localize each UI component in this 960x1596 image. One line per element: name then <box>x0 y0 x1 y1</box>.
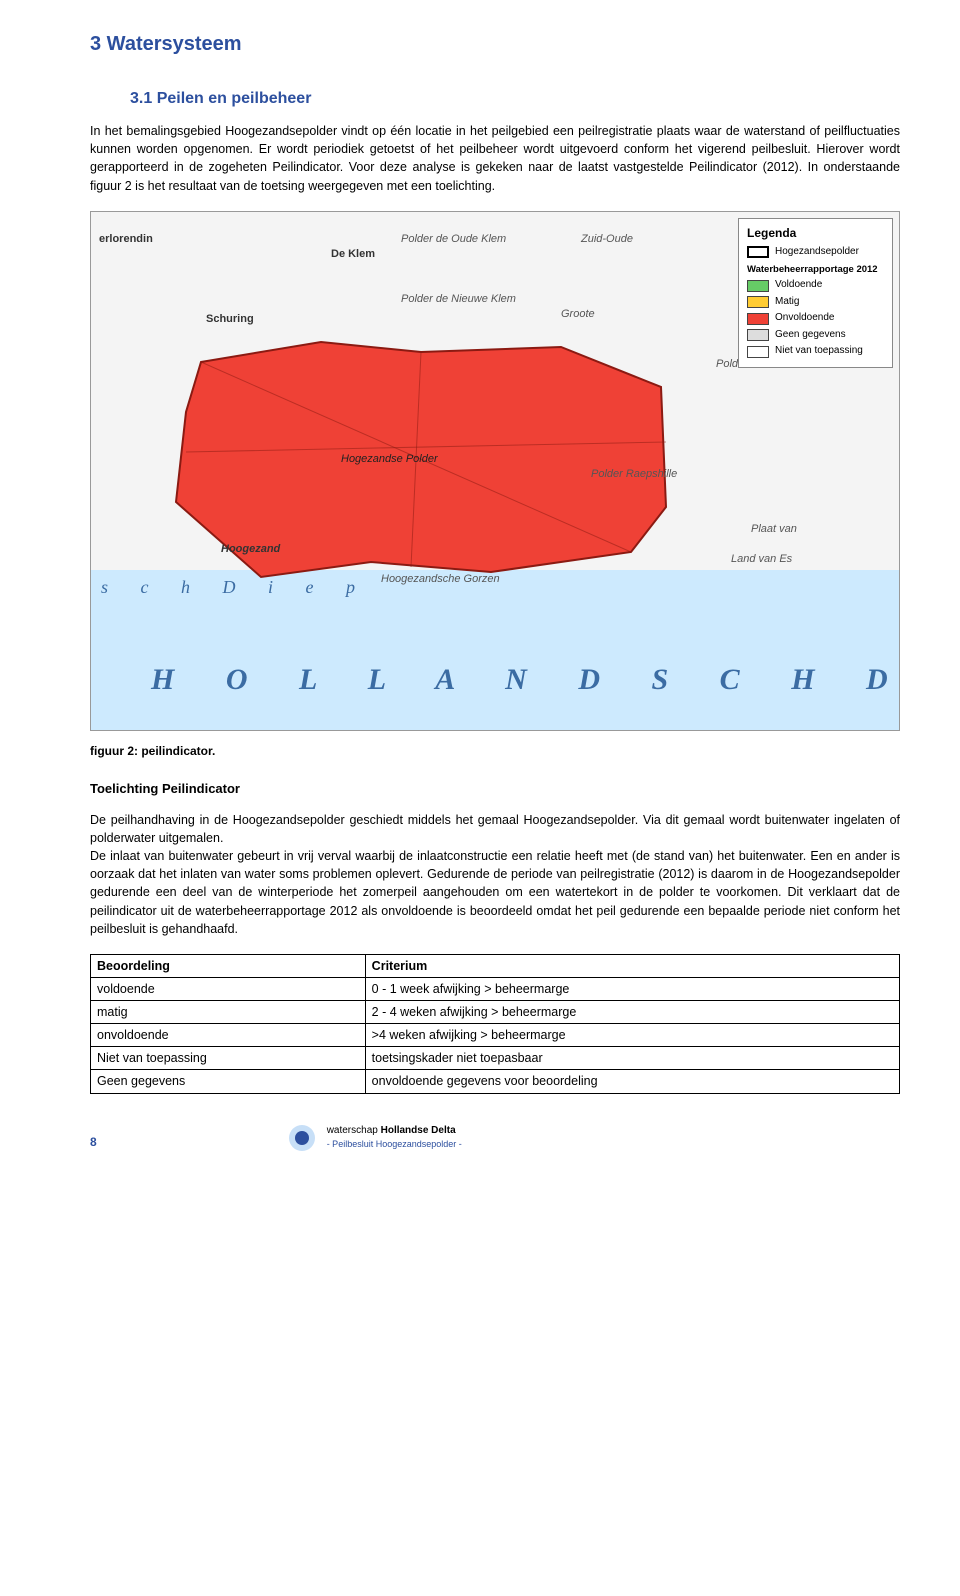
table-cell: toetsingskader niet toepasbaar <box>365 1047 899 1070</box>
legend-label-2: Onvoldoende <box>775 311 835 326</box>
map-label-oudeklem: Polder de Oude Klem <box>401 232 506 248</box>
figure-caption: figuur 2: peilindicator. <box>90 743 900 760</box>
legend-label-3: Geen gegevens <box>775 328 846 343</box>
legend-swatch-1 <box>747 296 769 308</box>
legend-row-4: Niet van toepassing <box>747 344 884 359</box>
map-label-hogezandse: Hogezandse Polder <box>341 452 438 468</box>
legend-row-0: Voldoende <box>747 278 884 293</box>
paragraph-2: De peilhandhaving in de Hoogezandsepolde… <box>90 811 900 847</box>
page-footer: 8 waterschap Hollandse Delta - Peilbeslu… <box>90 1124 900 1152</box>
section-heading: 3.1 Peilen en peilbeheer <box>130 87 900 110</box>
legend-subtitle: Waterbeheerrapportage 2012 <box>747 263 884 277</box>
table-cell: Niet van toepassing <box>91 1047 366 1070</box>
table-cell: >4 weken afwijking > beheermarge <box>365 1024 899 1047</box>
legend-outline-label: Hogezandsepolder <box>775 245 859 260</box>
table-cell: 2 - 4 weken afwijking > beheermarge <box>365 1001 899 1024</box>
table-header-row: Beoordeling Criterium <box>91 954 900 977</box>
map-label-groote: Groote <box>561 307 595 323</box>
map-label-zuidoude: Zuid-Oude <box>581 232 633 248</box>
table-cell: voldoende <box>91 977 366 1000</box>
footer-org-bold: Hollandse Delta <box>381 1125 456 1136</box>
page-number: 8 <box>90 1134 97 1151</box>
table-cell: onvoldoende gegevens voor beoordeling <box>365 1070 899 1093</box>
table-cell: Geen gegevens <box>91 1070 366 1093</box>
table-header-1: Criterium <box>365 954 899 977</box>
footer-org-prefix: waterschap <box>327 1125 378 1136</box>
table-header-0: Beoordeling <box>91 954 366 977</box>
map-label-hoogezand: Hoogezand <box>221 542 280 558</box>
intro-paragraph: In het bemalingsgebied Hoogezandsepolder… <box>90 122 900 195</box>
chapter-heading: 3 Watersysteem <box>90 30 900 59</box>
subheading: Toelichting Peilindicator <box>90 780 900 799</box>
footer-doc-line: - Peilbesluit Hoogezandsepolder - <box>327 1138 462 1151</box>
map-label-nieuweklem: Polder de Nieuwe Klem <box>401 292 516 308</box>
legend-swatch-4 <box>747 346 769 358</box>
table-row: onvoldoende >4 weken afwijking > beheerm… <box>91 1024 900 1047</box>
table-cell: onvoldoende <box>91 1024 366 1047</box>
map-label-gorzen: Hoogezandsche Gorzen <box>381 572 500 588</box>
criteria-table: Beoordeling Criterium voldoende 0 - 1 we… <box>90 954 900 1094</box>
map-label-raepshille: Polder Raepshille <box>591 467 677 483</box>
map-label-erlorendin: erlorendin <box>99 232 153 248</box>
map-figure: s c h D i e p H O L L A N D S C H D I E … <box>90 211 900 731</box>
paragraph-3: De inlaat van buitenwater gebeurt in vri… <box>90 847 900 938</box>
map-label-plaat: Plaat van <box>751 522 797 538</box>
table-cell: matig <box>91 1001 366 1024</box>
map-label-schuring: Schuring <box>206 312 254 328</box>
legend-swatch-2 <box>747 313 769 325</box>
legend-label-4: Niet van toepassing <box>775 344 863 359</box>
map-label-hollandsch: H O L L A N D S C H D I E <box>151 658 879 702</box>
footer-text: waterschap Hollandse Delta - Peilbesluit… <box>327 1124 462 1152</box>
map-label-landes: Land van Es <box>731 552 792 568</box>
legend-row-2: Onvoldoende <box>747 311 884 326</box>
legend-label-0: Voldoende <box>775 278 822 293</box>
legend-row-1: Matig <box>747 295 884 310</box>
waterschap-logo-icon <box>289 1125 315 1151</box>
legend-swatch-3 <box>747 329 769 341</box>
map-label-deklem: De Klem <box>331 247 375 263</box>
table-row: Niet van toepassing toetsingskader niet … <box>91 1047 900 1070</box>
table-row: matig 2 - 4 weken afwijking > beheermarg… <box>91 1001 900 1024</box>
table-row: voldoende 0 - 1 week afwijking > beheerm… <box>91 977 900 1000</box>
map-legend: Legenda Hogezandsepolder Waterbeheerrapp… <box>738 218 893 368</box>
legend-outline-row: Hogezandsepolder <box>747 245 884 260</box>
legend-swatch-0 <box>747 280 769 292</box>
table-row: Geen gegevens onvoldoende gegevens voor … <box>91 1070 900 1093</box>
legend-title: Legenda <box>747 225 884 242</box>
legend-row-3: Geen gegevens <box>747 328 884 343</box>
legend-swatch-outline <box>747 246 769 258</box>
legend-label-1: Matig <box>775 295 799 310</box>
table-cell: 0 - 1 week afwijking > beheermarge <box>365 977 899 1000</box>
